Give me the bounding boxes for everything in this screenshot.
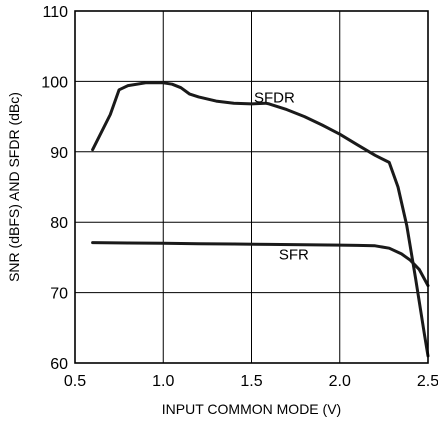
x-tick-label: 2.5 bbox=[417, 373, 438, 390]
y-tick-labels: 60 70 80 90 100 110 bbox=[41, 4, 68, 373]
y-tick-label: 80 bbox=[50, 215, 68, 232]
y-tick-label: 90 bbox=[50, 145, 68, 162]
x-tick-label: 1.0 bbox=[152, 373, 174, 390]
series-line-sfr bbox=[91, 241, 430, 288]
x-tick-labels: 0.5 1.0 1.5 2.0 2.5 bbox=[64, 373, 438, 390]
y-tick-label: 60 bbox=[50, 356, 68, 373]
y-axis-title: SNR (dBFS) AND SFDR (dBc) bbox=[6, 92, 22, 282]
x-tick-label: 0.5 bbox=[64, 373, 86, 390]
y-tick-label: 70 bbox=[50, 286, 68, 303]
y-tick-label: 110 bbox=[42, 4, 68, 21]
x-tick-label: 2.0 bbox=[329, 373, 351, 390]
x-tick-label: 1.5 bbox=[240, 373, 262, 390]
series-label-sfdr: SFDR bbox=[254, 90, 295, 107]
series-label-sfr: SFR bbox=[279, 247, 309, 264]
series-labels: SFDR SFR bbox=[254, 90, 309, 264]
series-line-sfdr bbox=[91, 81, 430, 358]
plot-frame bbox=[74, 10, 429, 364]
grid bbox=[75, 11, 428, 363]
series-lines bbox=[91, 81, 430, 358]
x-axis-title: INPUT COMMON MODE (V) bbox=[162, 401, 341, 417]
y-tick-label: 100 bbox=[41, 74, 68, 91]
